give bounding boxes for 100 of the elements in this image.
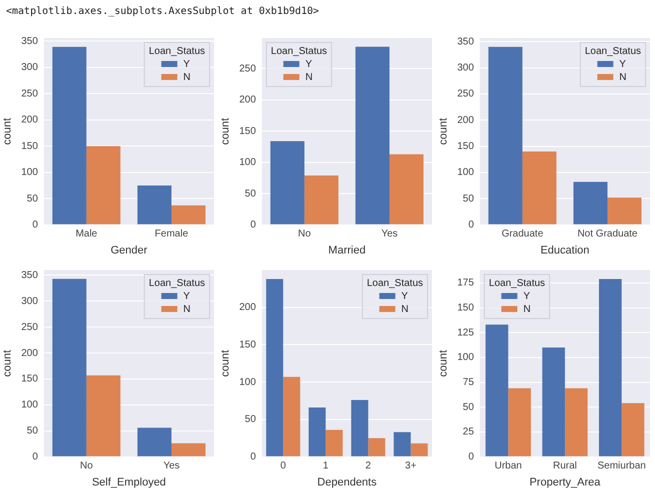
bar	[86, 146, 120, 224]
y-tick-label: 100	[239, 376, 256, 388]
y-tick-label: 250	[21, 88, 38, 100]
y-tick-label: 0	[250, 452, 256, 463]
y-tick-label: 0	[32, 452, 38, 463]
bar	[508, 388, 531, 456]
x-tick-label: 1	[322, 460, 329, 472]
bar	[598, 278, 622, 456]
x-tick-label: 2	[365, 460, 372, 472]
x-tick-label: Female	[154, 228, 189, 240]
x-tick-label: Urban	[494, 460, 522, 472]
y-tick-label: 50	[462, 402, 474, 413]
y-tick-label: 75	[462, 377, 474, 388]
legend-label: N	[619, 72, 627, 83]
legend-title: Loan_Status	[584, 46, 642, 57]
bar	[488, 46, 522, 224]
y-tick-label: 0	[250, 220, 256, 231]
y-axis-title: count	[438, 118, 450, 145]
y-tick-label: 150	[21, 374, 38, 385]
legend-label: Y	[401, 290, 408, 302]
legend-label: Y	[183, 290, 190, 302]
y-tick-label: 350	[21, 270, 38, 281]
y-tick-label: 300	[21, 62, 38, 74]
bar	[52, 278, 86, 456]
x-axis-title: Property_Area	[529, 476, 602, 488]
y-tick-label: 250	[457, 88, 474, 100]
x-tick-label: Not Graduate	[577, 228, 638, 240]
legend-label: Y	[523, 290, 530, 302]
bar	[266, 278, 284, 456]
bar	[304, 175, 338, 224]
y-tick-label: 150	[457, 302, 474, 314]
y-tick-label: 250	[239, 63, 256, 74]
bar	[171, 205, 206, 224]
bar	[326, 430, 343, 456]
x-axis-title: Self_Employed	[92, 476, 166, 488]
y-tick-label: 0	[468, 452, 474, 463]
legend-title: Loan_Status	[148, 46, 206, 57]
legend-label: Y	[305, 58, 312, 70]
y-tick-label: 0	[32, 220, 38, 231]
legend-label: N	[183, 72, 191, 83]
x-axis-title: Gender	[110, 244, 148, 256]
x-axis-title: Dependents	[317, 476, 378, 488]
legend-label: N	[401, 304, 409, 315]
y-tick-label: 125	[457, 327, 474, 338]
bar	[486, 324, 508, 456]
legend-label: N	[305, 72, 313, 83]
y-tick-label: 200	[239, 94, 256, 106]
y-axis-title: count	[438, 350, 450, 377]
y-tick-label: 200	[21, 348, 38, 359]
y-tick-label: 50	[462, 193, 474, 204]
y-axis-title: count	[220, 350, 232, 377]
bar	[171, 443, 206, 456]
legend-title: Loan_Status	[270, 46, 328, 57]
bar	[522, 152, 556, 224]
y-axis-title: count	[220, 118, 232, 145]
x-tick-label: Graduate	[502, 228, 544, 240]
bar	[137, 428, 172, 456]
y-tick-label: 175	[457, 278, 474, 289]
y-tick-label: 50	[26, 193, 38, 204]
y-tick-label: 50	[244, 188, 256, 200]
legend-label: N	[183, 304, 191, 315]
y-tick-label: 150	[21, 140, 38, 152]
y-tick-label: 25	[462, 426, 474, 438]
y-tick-label: 100	[21, 400, 38, 411]
bar	[389, 154, 424, 224]
x-axis-title: Education	[540, 244, 590, 256]
text: <matplotlib.axes._subplots.AxesSubplot at 0xb1b9d10>	[6, 6, 320, 17]
bar	[622, 403, 644, 456]
x-tick-label: Yes	[163, 460, 180, 472]
y-axis-title: count	[2, 118, 14, 145]
y-axis-title: count	[2, 350, 14, 377]
x-tick-label: No	[298, 228, 312, 240]
y-tick-label: 200	[239, 302, 256, 314]
y-tick-label: 100	[21, 167, 38, 178]
bar	[355, 46, 390, 224]
x-axis-title: Married	[328, 244, 366, 256]
bar	[308, 407, 326, 456]
bar	[542, 348, 565, 456]
x-tick-label: 3+	[405, 460, 417, 472]
y-tick-label: 100	[457, 352, 474, 364]
bar	[573, 182, 608, 224]
bar	[394, 432, 411, 456]
y-tick-label: 350	[21, 36, 38, 47]
y-tick-label: 100	[457, 167, 474, 178]
x-tick-label: Male	[76, 228, 98, 240]
y-tick-label: 150	[239, 126, 256, 137]
legend-title: Loan_Status	[366, 278, 424, 289]
legend-title: Loan_Status	[488, 278, 546, 289]
legend-title: Loan_Status	[148, 278, 206, 289]
y-tick-label: 150	[457, 141, 474, 152]
y-tick-label: 150	[239, 339, 256, 350]
legend-label: Y	[619, 58, 626, 70]
x-tick-label: Semiurban	[597, 460, 646, 472]
bar	[137, 185, 172, 224]
x-tick-label: No	[80, 460, 94, 472]
bar	[86, 375, 120, 456]
y-tick-label: 250	[21, 322, 38, 333]
bar	[270, 141, 304, 224]
x-tick-label: Rural	[552, 460, 577, 472]
bar	[283, 376, 300, 456]
